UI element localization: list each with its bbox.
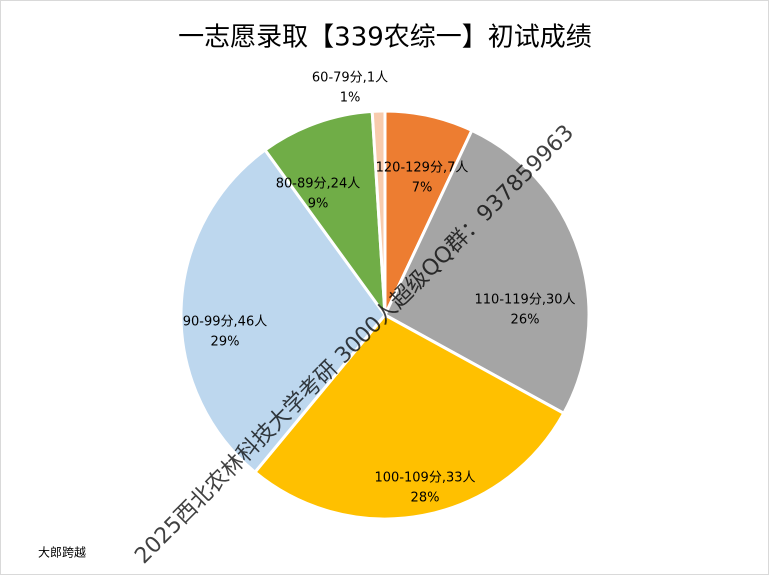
slice-value-label: 1% bbox=[340, 91, 361, 106]
slice-value-label: 9% bbox=[308, 197, 329, 212]
pie-slice bbox=[252, 313, 566, 521]
slice-value-label: 26% bbox=[511, 313, 540, 328]
slice-category-label: 100-109分,33人 bbox=[375, 471, 476, 486]
slice-category-label: 90-99分,46人 bbox=[183, 315, 267, 330]
pie-slice bbox=[179, 147, 387, 475]
pie bbox=[179, 109, 591, 521]
chart-title: 一志愿录取【339农综一】初试成绩 bbox=[178, 23, 592, 53]
slice-value-label: 7% bbox=[412, 181, 433, 196]
pie-slice bbox=[370, 109, 387, 316]
logo: 大郎跨越 bbox=[38, 546, 86, 560]
slice-value-label: 29% bbox=[211, 335, 240, 350]
slice-category-label: 120-129分,7人 bbox=[376, 161, 469, 176]
pie-slice bbox=[262, 109, 387, 321]
slice-category-label: 80-89分,24人 bbox=[276, 177, 360, 192]
labels: 120-129分,7人 7% 110-119分,30人 26% 100-109分,33人… bbox=[183, 71, 576, 506]
slice-value-label: 28% bbox=[411, 491, 440, 506]
slice-category-label: 110-119分,30人 bbox=[475, 293, 576, 308]
slice-category-label: 60-79分,1人 bbox=[312, 71, 388, 86]
